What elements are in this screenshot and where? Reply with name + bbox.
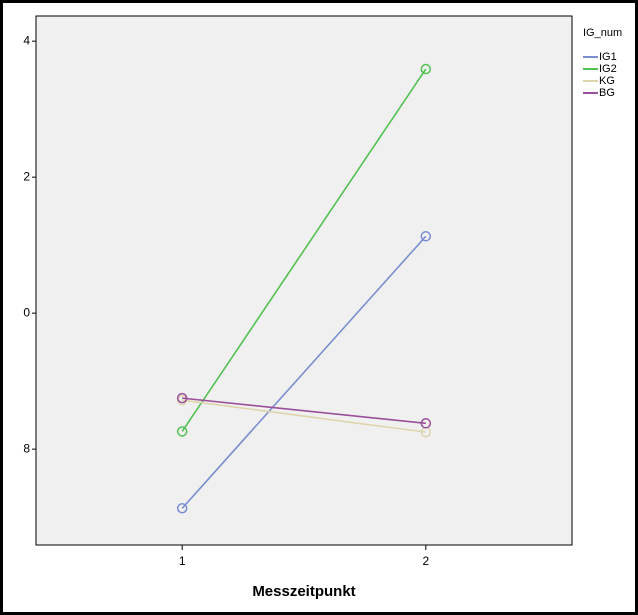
y-tick-label: 0 [23,305,30,319]
x-tick-label: 1 [179,554,186,568]
point [176,426,188,437]
x-tick-label: 2 [422,554,429,568]
series-line [181,68,427,432]
plot-area [35,15,573,546]
legend-label: IG2 [599,63,617,75]
legend-title: IG_num [583,27,622,39]
legend-label: KG [599,75,615,87]
series-line [182,397,426,425]
point [176,503,188,514]
point [420,63,432,75]
series-line [181,235,427,509]
y-tick-label: 2 [23,169,30,183]
point [420,418,432,429]
x-axis-label: Messzeitpunkt [252,583,355,600]
point [420,231,432,242]
legend-label: BG [599,87,615,99]
point [176,392,188,404]
legend-label: IG1 [599,51,617,63]
series-line [182,399,426,433]
y-tick-label: 4 [23,33,30,47]
y-tick-label: 8 [23,441,30,455]
